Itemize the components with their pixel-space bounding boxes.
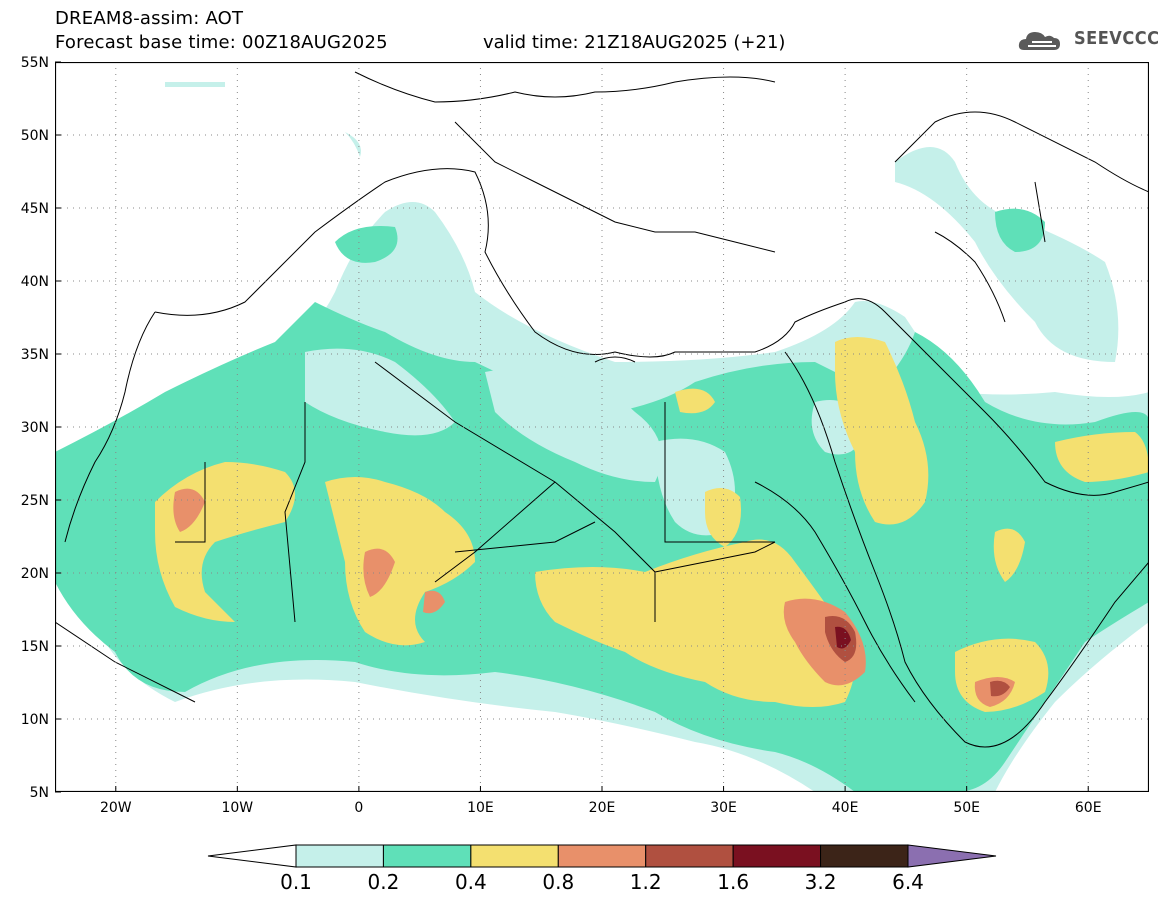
colorbar-swatch	[732, 844, 822, 868]
gridlines	[55, 62, 1149, 792]
cloud-icon	[1018, 32, 1060, 50]
lat-label: 55N	[21, 55, 49, 71]
lon-label: 50E	[953, 800, 980, 816]
lon-label: 40E	[832, 800, 859, 816]
lon-label: 0	[354, 800, 363, 816]
longitude-labels: 20W 10W 0 10E 20E 30E 40E 50E 60E	[100, 786, 1102, 816]
colorbar-swatch	[645, 844, 734, 868]
lat-label: 10N	[21, 712, 49, 728]
colorbar-label: 0.1	[280, 870, 312, 894]
lat-label: 5N	[30, 785, 49, 801]
colorbar-label: 6.4	[892, 870, 924, 894]
aot-field	[55, 82, 1149, 792]
colorbar-label: 0.2	[368, 870, 400, 894]
forecast-base-time: Forecast base time: 00Z18AUG2025	[55, 32, 388, 53]
lon-label: 20W	[100, 800, 132, 816]
lat-label: 40N	[21, 274, 49, 290]
lat-label: 25N	[21, 493, 49, 509]
colorbar-label: 1.6	[717, 870, 749, 894]
colorbar-swatch	[470, 844, 559, 868]
lat-label: 45N	[21, 201, 49, 217]
valid-time: valid time: 21Z18AUG2025 (+21)	[483, 32, 786, 53]
brand-text: SEEVCCC	[1074, 28, 1160, 49]
lat-label: 50N	[21, 128, 49, 144]
lat-label: 30N	[21, 420, 49, 436]
lon-label: 10E	[467, 800, 494, 816]
lat-label: 35N	[21, 347, 49, 363]
colorbar-labels: 0.1 0.2 0.4 0.8 1.2 1.6 3.2 6.4	[280, 870, 924, 894]
lon-label: 20E	[589, 800, 616, 816]
colorbar-lower-extension	[207, 844, 297, 868]
colorbar	[207, 844, 997, 868]
colorbar-swatch	[295, 844, 384, 868]
colorbar-label: 0.4	[455, 870, 487, 894]
colorbar-label: 3.2	[805, 870, 837, 894]
colorbar-swatch	[820, 844, 909, 868]
colorbar-upper-extension	[907, 844, 997, 868]
lon-label: 30E	[710, 800, 737, 816]
colorbar-label: 0.8	[542, 870, 574, 894]
map-title: DREAM8-assim: AOT	[55, 8, 244, 29]
lon-label: 60E	[1075, 800, 1102, 816]
colorbar-label: 1.2	[630, 870, 662, 894]
latitude-labels: 55N 50N 45N 40N 35N 30N 25N 20N 15N 10N 5N	[21, 55, 61, 801]
lat-label: 20N	[21, 566, 49, 582]
lat-label: 15N	[21, 639, 49, 655]
lon-label: 10W	[221, 800, 253, 816]
seevccc-logo: SEEVCCC	[1016, 26, 1160, 56]
colorbar-swatch	[382, 844, 472, 868]
coastlines	[55, 71, 1149, 748]
aot-map	[55, 62, 1149, 792]
colorbar-swatch	[557, 844, 647, 868]
aot-layer-1.6	[835, 626, 851, 649]
